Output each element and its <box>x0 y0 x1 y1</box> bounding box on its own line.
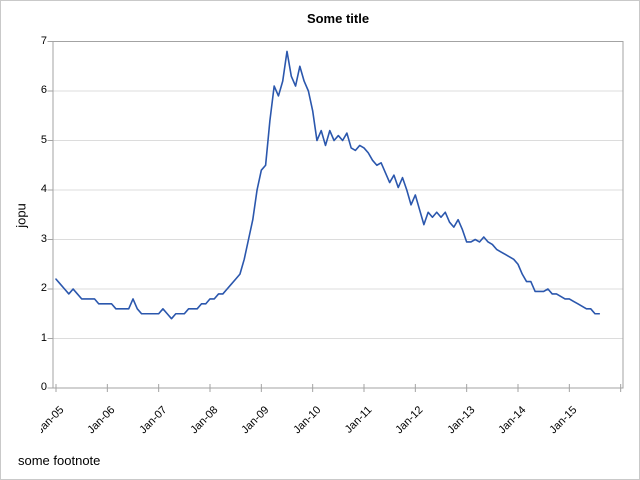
y-tick-label: 2 <box>40 282 47 294</box>
y-tick-label: 0 <box>40 381 47 393</box>
x-tick-label: Jan-08 <box>188 404 221 437</box>
x-tick-label: Jan-10 <box>290 404 324 437</box>
y-tick-label: 3 <box>40 232 47 245</box>
data-line-jopu <box>55 50 601 320</box>
x-tick-label: Jan-06 <box>85 404 118 437</box>
x-tick-label: Jan-12 <box>393 404 426 437</box>
y-tick-label: 6 <box>40 84 47 96</box>
y-tick-label: 7 <box>40 34 47 47</box>
x-tick-label: Jan-11 <box>342 404 375 436</box>
x-tick-label: Jan-07 <box>136 404 170 437</box>
y-tick-label: 5 <box>40 133 47 146</box>
x-tick-label: Jan-09 <box>239 404 272 437</box>
x-axis-tick-labels: Jan-05 Jan-06 Jan-07 Jan-08 Jan-09 Jan-10 Jan-… <box>41 390 639 438</box>
chart-title: Some title <box>306 11 370 26</box>
y-tick-label: 4 <box>40 183 47 195</box>
x-tick-label: Jan-14 <box>496 404 529 437</box>
y-tick-label: 1 <box>40 331 47 344</box>
x-tick-label: Jan-15 <box>547 404 580 437</box>
chart-footnote: some footnote <box>18 453 101 468</box>
x-tick-label: Jan-13 <box>444 404 478 437</box>
x-tick-label: Jan-05 <box>41 404 67 437</box>
plot-frame <box>52 41 624 389</box>
